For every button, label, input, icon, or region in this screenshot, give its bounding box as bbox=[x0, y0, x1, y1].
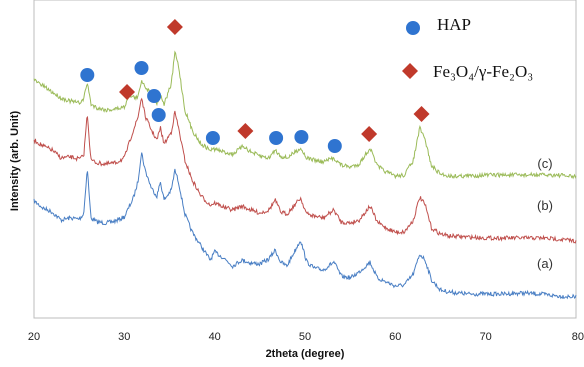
series-layer bbox=[33, 50, 577, 300]
hap-marker-4 bbox=[151, 108, 166, 122]
fe-oxide-marker-5 bbox=[413, 106, 430, 122]
fe-oxide-marker-1 bbox=[119, 84, 136, 100]
curve-label-1: (a) bbox=[537, 256, 553, 271]
series-line-3 bbox=[33, 50, 577, 180]
x-tick-label-70: 70 bbox=[480, 331, 492, 343]
series-line-2 bbox=[33, 97, 577, 244]
x-tick-labels: 20 30 40 50 60 70 80 bbox=[28, 331, 584, 343]
hap-marker-5 bbox=[205, 131, 220, 145]
fe-oxide-marker-2 bbox=[166, 19, 183, 35]
curve-label-2: (b) bbox=[537, 198, 553, 213]
x-tick-label-30: 30 bbox=[118, 331, 130, 343]
legend-fe-marker bbox=[402, 63, 418, 79]
hap-marker-8 bbox=[327, 139, 342, 153]
y-axis-title: Intensity (arb. Unit) bbox=[9, 111, 21, 212]
x-tick-label-40: 40 bbox=[209, 331, 221, 343]
marker-layer bbox=[80, 19, 430, 153]
legend-fe-label: Fe₃O₄/γ-Fe₂O₃ bbox=[433, 62, 533, 81]
fe-oxide-marker-3 bbox=[237, 123, 254, 139]
legend-hap-marker bbox=[406, 21, 420, 35]
curve-label-layer: (a) (b) (c) bbox=[537, 156, 553, 271]
curve-label-3: (c) bbox=[537, 156, 552, 171]
legend: HAP Fe₃O₄/γ-Fe₂O₃ bbox=[402, 15, 533, 81]
plot-frame bbox=[33, 0, 577, 319]
fe-oxide-marker-4 bbox=[361, 126, 378, 142]
x-tick-label-80: 80 bbox=[572, 331, 584, 343]
x-tick-label-60: 60 bbox=[389, 331, 401, 343]
hap-marker-1 bbox=[80, 68, 95, 82]
legend-hap-label: HAP bbox=[437, 15, 471, 34]
hap-marker-7 bbox=[294, 130, 309, 144]
x-tick-label-50: 50 bbox=[299, 331, 311, 343]
hap-marker-2 bbox=[134, 61, 149, 75]
hap-marker-6 bbox=[269, 131, 284, 145]
x-tick-label-20: 20 bbox=[28, 331, 40, 343]
hap-marker-3 bbox=[147, 89, 162, 103]
series-line-1 bbox=[33, 152, 577, 300]
x-axis-title: 2theta (degree) bbox=[266, 348, 345, 360]
